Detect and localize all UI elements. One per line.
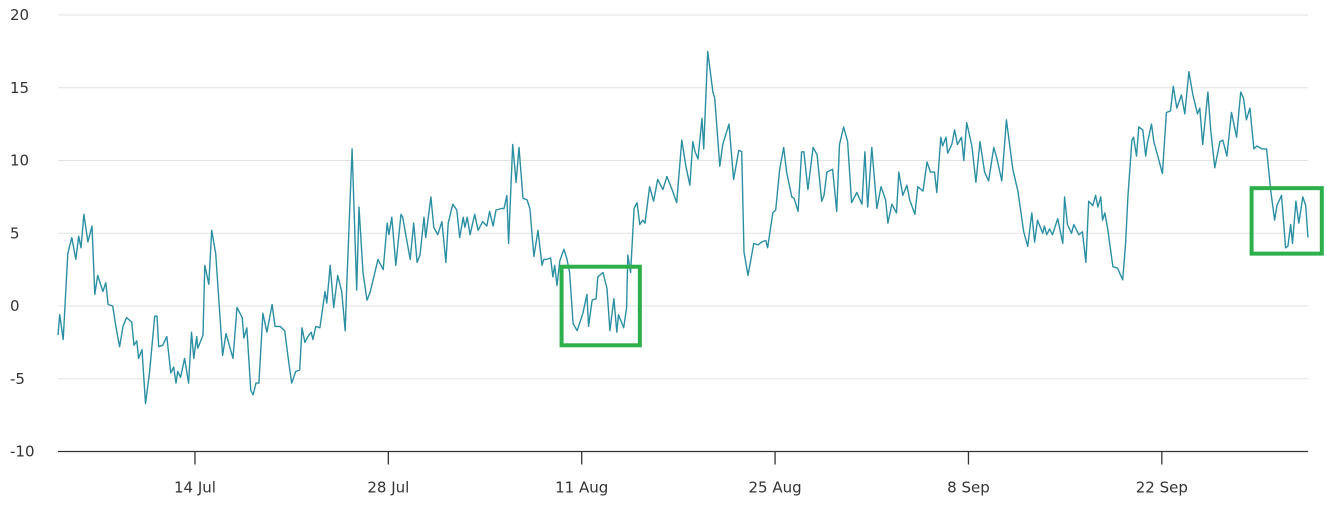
x-axis: 14 Jul 28 Jul 11 Aug 25 Aug 8 Sep 22 Sep [58, 450, 1308, 497]
y-tick-label: 0 [10, 297, 20, 315]
gridlines [58, 14, 1308, 380]
x-tick-label: 28 Jul [367, 479, 409, 497]
x-tick-label: 25 Aug [749, 479, 802, 497]
highlight-boxes [559, 186, 1324, 348]
x-tick-label: 22 Sep [1136, 479, 1188, 497]
y-tick-label: 10 [10, 152, 29, 170]
y-axis: -10 -5 0 5 10 15 20 [10, 6, 35, 461]
x-tick-label: 8 Sep [947, 479, 990, 497]
y-tick-label: -5 [10, 370, 25, 388]
y-tick-label: 20 [10, 6, 29, 24]
highlight-box [559, 264, 642, 348]
highlight-box [1249, 186, 1324, 256]
x-tick-label: 11 Aug [555, 479, 608, 497]
series-line [57, 50, 1309, 405]
y-tick-label: -10 [10, 443, 35, 461]
x-tick-label: 14 Jul [174, 479, 216, 497]
y-tick-label: 15 [10, 79, 29, 97]
y-tick-label: 5 [10, 224, 20, 242]
